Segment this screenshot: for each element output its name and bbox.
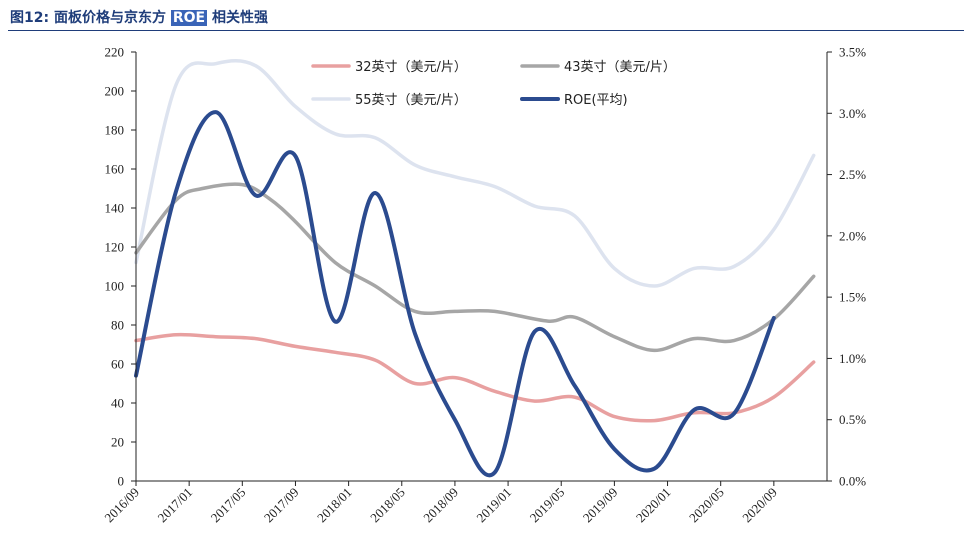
title-highlight: ROE <box>170 10 208 26</box>
series-32-inch-line <box>134 332 816 423</box>
y-left-tick-label: 200 <box>105 84 125 99</box>
x-tick-label: 2017/09 <box>261 485 302 526</box>
y-left-tick-label: 0 <box>118 474 125 489</box>
y-right-tick-label: 0.0% <box>839 474 866 489</box>
x-tick-label: 2016/09 <box>101 485 142 526</box>
x-tick-label: 2019/09 <box>580 485 621 526</box>
x-tick-label: 2019/01 <box>473 485 514 526</box>
series-55-inch-line <box>134 59 816 288</box>
y-right-tick-label: 2.5% <box>839 167 866 182</box>
legend-label: ROE(平均) <box>564 93 628 108</box>
y-left-tick-label: 60 <box>111 357 124 372</box>
x-tick-label: 2020/01 <box>633 485 674 526</box>
y-left-tick-label: 140 <box>105 201 125 216</box>
series-roe-line <box>134 110 776 478</box>
x-tick-label: 2018/05 <box>367 485 408 526</box>
y-left-tick-label: 220 <box>105 45 125 60</box>
y-right-tick-label: 0.5% <box>839 412 866 427</box>
x-tick-label: 2020/09 <box>739 485 780 526</box>
y-right-tick-label: 3.0% <box>839 106 866 121</box>
y-left-tick-label: 180 <box>105 123 125 138</box>
x-tick-label: 2018/01 <box>314 485 355 526</box>
y-right-tick-label: 1.0% <box>839 351 866 366</box>
y-left-tick-label: 40 <box>111 396 124 411</box>
legend-label: 43英寸（美元/片） <box>564 60 676 75</box>
x-tick-label: 2019/05 <box>527 485 568 526</box>
y-right-tick-label: 2.0% <box>839 228 866 243</box>
x-tick-label: 2018/09 <box>420 485 461 526</box>
y-left-tick-label: 120 <box>105 240 125 255</box>
title-main: 面板价格与京东方 <box>53 10 166 26</box>
y-left-tick-label: 160 <box>105 162 125 177</box>
y-right-tick-label: 3.5% <box>839 45 866 60</box>
legend-label: 55英寸（美元/片） <box>355 93 467 108</box>
figure-title: 图12: 面板价格与京东方 ROE 相关性强 <box>10 7 268 27</box>
title-rule <box>8 30 964 31</box>
legend-label: 32英寸（美元/片） <box>355 60 467 75</box>
legend: 32英寸（美元/片） 43英寸（美元/片） 55英寸（美元/片） ROE(平均) <box>311 60 676 108</box>
series-43-inch-line <box>134 182 816 353</box>
y-right-tick-label: 1.5% <box>839 290 866 305</box>
title-suffix: 相关性强 <box>211 10 268 26</box>
figure-header: 图12: 面板价格与京东方 ROE 相关性强 <box>0 0 980 31</box>
series-layer <box>134 59 816 478</box>
x-tick-label: 2017/01 <box>155 485 196 526</box>
x-tick-label: 2017/05 <box>208 485 249 526</box>
y-left-tick-label: 80 <box>111 318 124 333</box>
axes-layer: 0 20 40 60 80 100 120 140 160 180 200 220 0.0% 0.5% 1.… <box>101 45 866 526</box>
title-prefix: 图12: <box>10 10 50 26</box>
y-left-tick-label: 20 <box>111 435 124 450</box>
x-tick-label: 2020/05 <box>686 485 727 526</box>
y-left-tick-label: 100 <box>105 279 125 294</box>
